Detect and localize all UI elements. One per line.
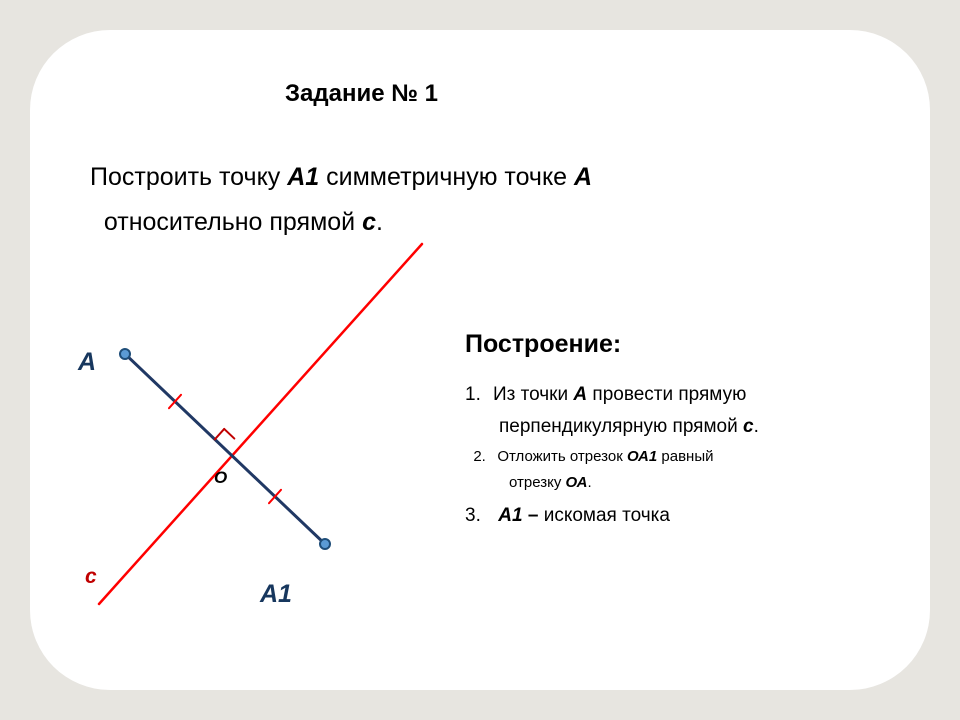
label-c: с xyxy=(85,565,97,589)
geometry-diagram xyxy=(0,0,960,720)
label-A: А xyxy=(78,348,96,377)
canvas: Задание № 1 Построить точку А1 симметрич… xyxy=(0,0,960,720)
label-O: О xyxy=(214,468,227,488)
label-A1: А1 xyxy=(260,580,292,609)
